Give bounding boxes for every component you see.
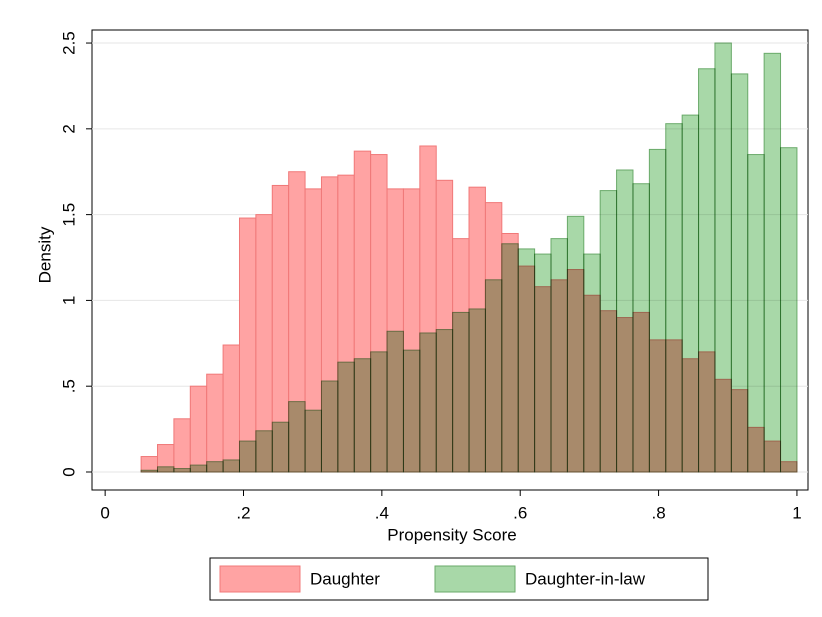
histogram-bar [550,238,568,473]
histogram-bar [206,461,224,473]
x-tick-label: 1 [792,503,801,522]
histogram-bar [632,183,650,473]
y-tick-label: 2.5 [59,31,78,55]
y-axis-title: Density [35,226,54,283]
histogram-bar [238,217,257,473]
histogram-bar [140,469,159,473]
x-tick-label: .2 [236,503,250,522]
histogram-bar [501,243,519,473]
histogram-bar [517,248,536,473]
histogram-bar [730,73,749,473]
histogram-bar [271,421,290,473]
histogram-bar [534,253,552,473]
histogram-bar [189,385,208,473]
x-axis-title: Propensity Score [387,525,516,544]
y-tick-label: .5 [59,379,78,393]
legend-label: Daughter [310,569,380,588]
histogram-bar [419,332,437,473]
histogram-bar [386,330,404,473]
histogram-bar [173,418,191,473]
histogram-bar [304,409,322,473]
histogram-bar [320,380,339,473]
histogram-bar [780,147,798,473]
histogram-bar [616,169,634,473]
histogram-bar [337,361,355,473]
histogram-bar [353,358,372,473]
plot-frame [91,29,809,491]
histogram-bar [157,466,175,473]
histogram-bar [189,464,208,473]
histogram-bar [763,52,782,473]
histogram-bar [140,456,159,473]
histogram-bar [698,68,716,473]
histogram-bar [370,351,388,473]
y-tick-label: 0 [59,467,78,476]
histogram-bar [173,468,191,473]
histogram-bar [648,148,667,473]
histogram-bar [484,279,503,473]
histogram-bar [288,401,306,473]
histogram-bar [255,430,273,473]
histogram-bar [665,123,683,473]
histogram-bar [452,311,470,473]
histogram-bar [468,308,486,473]
x-tick-label: .6 [513,503,527,522]
histogram-bar [747,154,765,473]
histogram-bar [435,329,454,473]
legend-label: Daughter-in-law [525,569,646,588]
histogram-bar [402,349,421,473]
histogram-bar [238,440,257,473]
y-tick-label: 1 [59,296,78,305]
histogram-bar [222,459,240,473]
histogram-bar [206,373,224,473]
x-tick-label: .4 [375,503,389,522]
histogram-bar [583,253,601,473]
histogram-bar [222,344,240,473]
legend-swatch [219,565,301,593]
x-tick-label: 0 [100,503,109,522]
x-tick-label: .8 [651,503,665,522]
histogram-bar [566,215,585,473]
y-tick-label: 1.5 [59,203,78,227]
histogram-bar [681,114,700,473]
histogram-bar [599,190,618,473]
y-tick-label: 2 [59,124,78,133]
histogram-bar [714,42,732,473]
legend-swatch [434,565,516,593]
